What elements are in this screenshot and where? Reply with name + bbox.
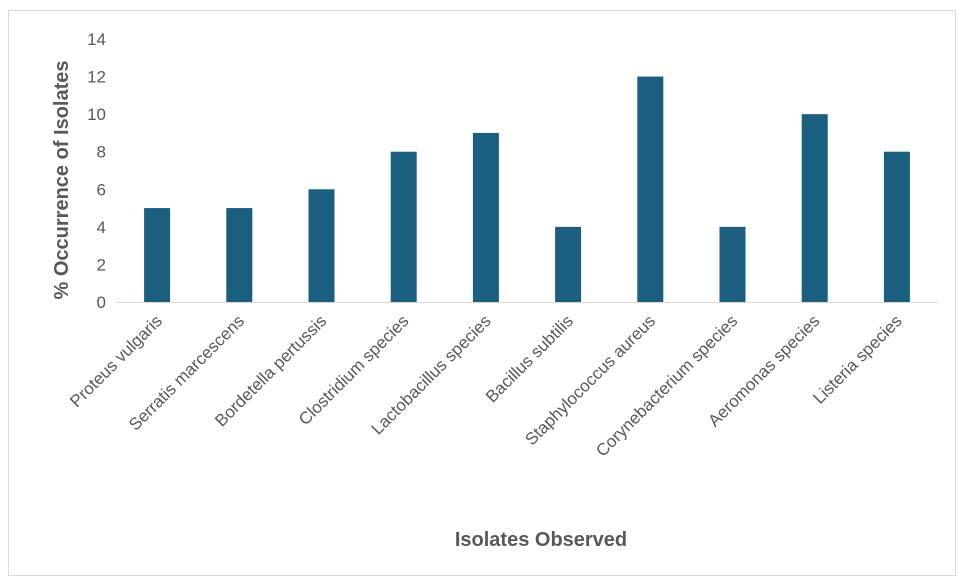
bar — [719, 226, 746, 302]
y-axis-ticks: 0 2 4 6 8 10 12 14 — [87, 30, 106, 312]
x-axis-title: Isolates Observed — [455, 529, 627, 551]
bar — [555, 226, 582, 302]
y-tick-label: 0 — [97, 293, 106, 312]
x-tick-label: Bacillus subtilis — [482, 311, 577, 406]
y-tick-label: 10 — [87, 105, 106, 124]
bar — [226, 208, 253, 302]
bar — [144, 208, 171, 302]
bars — [144, 76, 910, 303]
y-tick-label: 2 — [97, 255, 106, 274]
y-tick-label: 14 — [87, 30, 106, 49]
y-tick-label: 8 — [97, 143, 106, 162]
bar — [390, 151, 417, 302]
y-axis-title: % Occurrence of Isolates — [51, 61, 73, 300]
y-tick-label: 6 — [97, 180, 106, 199]
bar — [637, 76, 664, 302]
x-tick-label: Listeria species — [809, 311, 905, 407]
y-tick-label: 12 — [87, 68, 106, 87]
bar — [883, 151, 910, 302]
y-tick-label: 4 — [97, 218, 106, 237]
bar — [308, 189, 335, 302]
x-tick-label: Corynebacterium species — [592, 311, 741, 460]
bar — [801, 114, 828, 303]
bar — [472, 132, 499, 302]
